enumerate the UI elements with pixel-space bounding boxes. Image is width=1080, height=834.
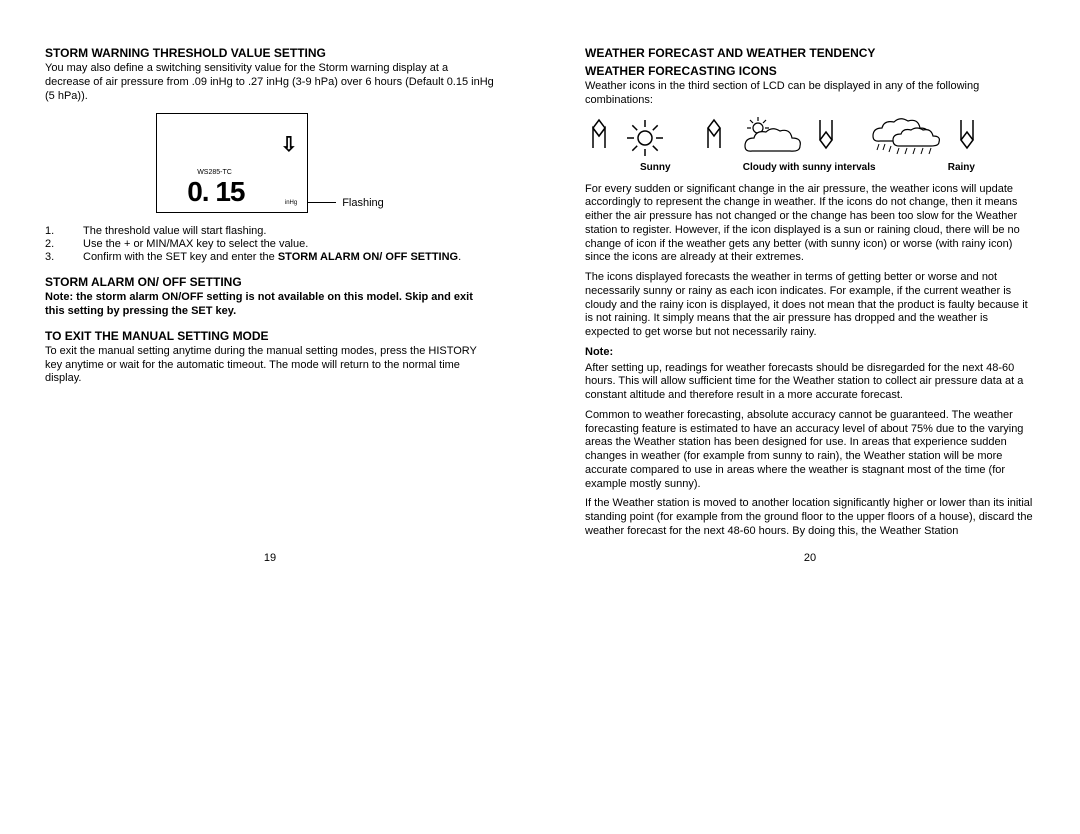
bold-txt: STORM ALARM ON/ OFF SETTING bbox=[278, 251, 458, 263]
sunny-icon bbox=[585, 116, 675, 160]
page-right: WEATHER FORECAST AND WEATHER TENDENCY WE… bbox=[540, 0, 1080, 834]
icon-labels-row: Sunny Cloudy with sunny intervals Rainy bbox=[585, 162, 985, 173]
para-note-1: After setting up, readings for weather f… bbox=[585, 362, 1035, 403]
page-left: STORM WARNING THRESHOLD VALUE SETTING Yo… bbox=[0, 0, 540, 834]
para-icon-behavior: For every sudden or significant change i… bbox=[585, 183, 1035, 266]
rainy-group bbox=[865, 116, 985, 160]
para-threshold-desc: You may also define a switching sensitiv… bbox=[45, 62, 495, 103]
list-text: Confirm with the SET key and enter the S… bbox=[83, 251, 495, 263]
heading-forecast-tendency: WEATHER FORECAST AND WEATHER TENDENCY bbox=[585, 46, 1035, 60]
txt: . bbox=[458, 251, 461, 263]
page-number-right: 20 bbox=[540, 552, 1080, 564]
weather-icons-row bbox=[585, 116, 985, 160]
label-cloudy: Cloudy with sunny intervals bbox=[743, 162, 876, 173]
para-icons-intro: Weather icons in the third section of LC… bbox=[585, 80, 1035, 108]
note-heading: Note: bbox=[585, 346, 1035, 360]
list-num: 2. bbox=[45, 238, 83, 250]
lcd-figure: ⇩ WS285-TC 0. 15 inHg Flashing bbox=[120, 113, 420, 213]
sunny-group bbox=[585, 116, 675, 160]
rainy-icon bbox=[865, 116, 985, 160]
list-item-2: 2. Use the + or MIN/MAX key to select th… bbox=[45, 238, 495, 250]
heading-forecast-icons: WEATHER FORECASTING ICONS bbox=[585, 64, 1035, 78]
cloudy-group bbox=[700, 116, 840, 160]
lcd-unit-text: inHg bbox=[285, 200, 297, 206]
txt: Confirm with the SET key and enter the bbox=[83, 251, 278, 263]
list-item-3: 3. Confirm with the SET key and enter th… bbox=[45, 251, 495, 263]
heading-storm-alarm: STORM ALARM ON/ OFF SETTING bbox=[45, 275, 495, 289]
label-rainy: Rainy bbox=[948, 162, 975, 173]
list-item-1: 1. The threshold value will start flashi… bbox=[45, 225, 495, 237]
para-exit-manual: To exit the manual setting anytime durin… bbox=[45, 345, 495, 386]
page-number-left: 19 bbox=[0, 552, 540, 564]
label-sunny: Sunny bbox=[640, 162, 671, 173]
lcd-screen: ⇩ WS285-TC 0. 15 inHg bbox=[156, 113, 308, 213]
para-storm-alarm-note: Note: the storm alarm ON/OFF setting is … bbox=[45, 291, 495, 319]
list-num: 1. bbox=[45, 225, 83, 237]
para-icon-meaning: The icons displayed forecasts the weathe… bbox=[585, 271, 1035, 340]
heading-exit-manual: TO EXIT THE MANUAL SETTING MODE bbox=[45, 329, 495, 343]
lcd-model-text: WS285-TC bbox=[197, 169, 232, 176]
para-note-2: Common to weather forecasting, absolute … bbox=[585, 409, 1035, 492]
heading-storm-threshold: STORM WARNING THRESHOLD VALUE SETTING bbox=[45, 46, 495, 60]
list-num: 3. bbox=[45, 251, 83, 263]
para-note-3: If the Weather station is moved to anoth… bbox=[585, 497, 1035, 538]
cloudy-icon bbox=[700, 116, 840, 160]
lcd-value-text: 0. 15 bbox=[187, 176, 244, 208]
down-arrow-icon: ⇩ bbox=[280, 132, 297, 157]
flashing-label: Flashing bbox=[342, 197, 384, 209]
list-text: The threshold value will start flashing. bbox=[83, 225, 495, 237]
list-text: Use the + or MIN/MAX key to select the v… bbox=[83, 238, 495, 250]
callout-line bbox=[308, 202, 336, 203]
